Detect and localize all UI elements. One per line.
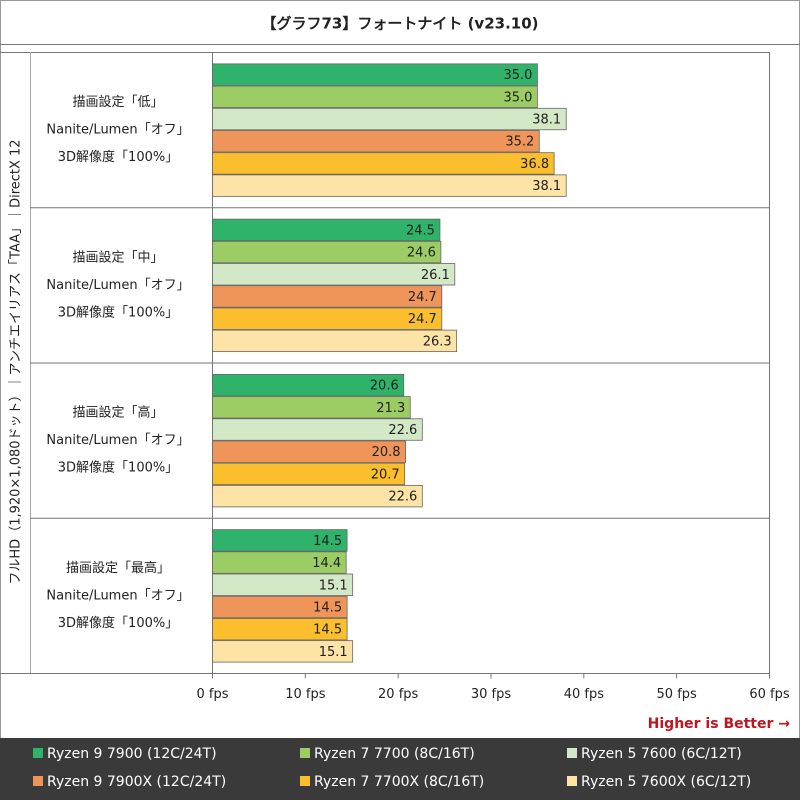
legend-label: Ryzen 5 7600X (6C/12T) bbox=[581, 774, 751, 790]
category-label: 描画設定「高」 bbox=[72, 405, 163, 421]
legend-swatch bbox=[300, 748, 310, 758]
bar bbox=[212, 329, 458, 353]
bar bbox=[212, 396, 411, 419]
value-label: 15.1 bbox=[319, 645, 348, 660]
x-tick-label: 60 fps bbox=[749, 687, 790, 702]
bar bbox=[212, 462, 406, 486]
bar bbox=[212, 595, 348, 619]
legend: Ryzen 9 7900 (12C/24T) Ryzen 7 7700 (8C/1… bbox=[33, 746, 751, 790]
legend-swatch bbox=[567, 776, 577, 786]
legend-swatch bbox=[300, 776, 310, 786]
value-label: 14.5 bbox=[313, 600, 342, 615]
bar bbox=[212, 640, 354, 663]
bar bbox=[212, 152, 555, 175]
value-label: 20.7 bbox=[371, 467, 400, 482]
bar bbox=[212, 285, 443, 308]
category-label: 3D解像度「100%」 bbox=[58, 460, 178, 476]
value-label: 24.7 bbox=[408, 312, 437, 327]
value-label: 24.7 bbox=[408, 290, 437, 305]
x-tick-label: 0 fps bbox=[196, 687, 228, 702]
bar bbox=[212, 618, 348, 641]
x-tick-label: 10 fps bbox=[285, 687, 326, 702]
value-label: 14.5 bbox=[313, 623, 342, 638]
value-label: 24.6 bbox=[407, 246, 436, 261]
x-tick-label: 20 fps bbox=[378, 687, 419, 702]
value-label: 35.2 bbox=[505, 135, 534, 150]
axis-label: フルHD（1,920×1,080ドット）｜アンチエイリアス「TAA」｜Direc… bbox=[9, 139, 24, 584]
value-label: 22.6 bbox=[388, 423, 417, 438]
bar bbox=[212, 418, 423, 441]
value-label: 26.3 bbox=[423, 334, 452, 349]
value-label: 20.6 bbox=[370, 379, 399, 394]
bar bbox=[212, 85, 538, 108]
value-label: 15.1 bbox=[319, 578, 348, 593]
value-label: 35.0 bbox=[503, 90, 532, 105]
category-label: 3D解像度「100%」 bbox=[58, 149, 178, 165]
value-label: 35.0 bbox=[503, 68, 532, 83]
value-label: 22.6 bbox=[388, 490, 417, 505]
value-label: 26.1 bbox=[421, 268, 450, 283]
category-label: 描画設定「最高」 bbox=[66, 560, 170, 576]
bar bbox=[212, 529, 348, 552]
bar bbox=[212, 484, 423, 508]
bar bbox=[212, 174, 567, 197]
value-label: 24.5 bbox=[406, 223, 435, 238]
bar bbox=[212, 263, 456, 286]
bar bbox=[212, 240, 442, 264]
bar bbox=[212, 551, 347, 574]
category-label: Nanite/Lumen「オフ」 bbox=[46, 588, 189, 603]
legend-label: Ryzen 5 7600 (6C/12T) bbox=[581, 746, 742, 762]
legend-label: Ryzen 9 7900 (12C/24T) bbox=[47, 746, 217, 762]
bar bbox=[212, 307, 443, 330]
category-label: Nanite/Lumen「オフ」 bbox=[46, 123, 189, 138]
legend-swatch bbox=[567, 748, 577, 758]
value-label: 38.1 bbox=[532, 113, 561, 128]
value-label: 20.8 bbox=[372, 445, 401, 460]
legend-label: Ryzen 7 7700X (8C/16T) bbox=[314, 774, 484, 790]
category-label: 3D解像度「100%」 bbox=[58, 615, 178, 631]
bar bbox=[212, 63, 538, 86]
category-label: 描画設定「中」 bbox=[72, 249, 163, 265]
legend-swatch bbox=[33, 776, 43, 786]
value-label: 21.3 bbox=[376, 401, 405, 416]
bar bbox=[212, 107, 567, 131]
chart-title: 【グラフ73】フォートナイト (v23.10) bbox=[261, 15, 538, 33]
note: Higher is Better → bbox=[648, 716, 791, 732]
legend-swatch bbox=[33, 748, 43, 758]
x-tick-label: 50 fps bbox=[657, 687, 698, 702]
bar bbox=[212, 573, 354, 596]
bar bbox=[212, 218, 441, 242]
legend-label: Ryzen 7 7700 (8C/16T) bbox=[314, 746, 475, 762]
category-label: 3D解像度「100%」 bbox=[58, 304, 178, 320]
category-label: 描画設定「低」 bbox=[72, 94, 163, 110]
value-label: 38.1 bbox=[532, 179, 561, 194]
x-tick-label: 40 fps bbox=[564, 687, 605, 702]
legend-label: Ryzen 9 7900X (12C/24T) bbox=[47, 774, 226, 790]
bar bbox=[212, 373, 405, 397]
value-label: 14.4 bbox=[312, 556, 341, 571]
category-label: Nanite/Lumen「オフ」 bbox=[46, 433, 189, 448]
legend-bg bbox=[0, 738, 800, 800]
value-label: 36.8 bbox=[520, 157, 549, 172]
category-label: Nanite/Lumen「オフ」 bbox=[46, 278, 189, 293]
bar bbox=[212, 130, 540, 153]
x-tick-label: 30 fps bbox=[471, 687, 512, 702]
bar bbox=[212, 440, 406, 463]
value-label: 14.5 bbox=[313, 534, 342, 549]
